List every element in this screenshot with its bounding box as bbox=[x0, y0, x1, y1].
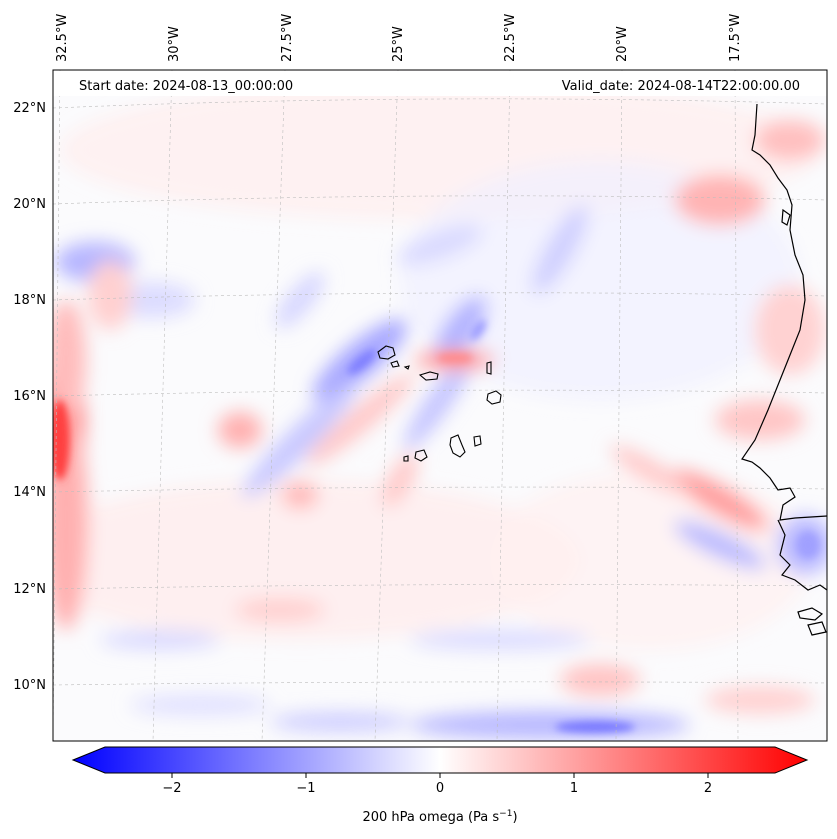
colorbar-tick-label: −2 bbox=[162, 781, 181, 796]
lat-label: 16°N bbox=[13, 389, 46, 404]
colorbar-label: 200 hPa omega (Pa s−1) bbox=[362, 809, 517, 825]
island-sao-vicente bbox=[390, 360, 400, 368]
lon-label: 17.5°W bbox=[728, 14, 743, 62]
lat-label: 10°N bbox=[13, 678, 46, 693]
island-santiago bbox=[449, 434, 466, 458]
island-boa-vista bbox=[486, 390, 502, 405]
lat-label: 18°N bbox=[13, 293, 46, 308]
lon-label: 20°W bbox=[615, 26, 630, 62]
island-fogo bbox=[414, 449, 428, 462]
colorbar-body bbox=[71, 746, 809, 774]
lat-label: 22°N bbox=[13, 101, 46, 116]
colorbar-ticks: −2 −1 0 1 2 bbox=[162, 773, 712, 796]
gridlines bbox=[53, 70, 827, 741]
colorbar-tick-label: 1 bbox=[570, 781, 578, 796]
header-strip bbox=[53, 71, 827, 96]
island-maio bbox=[473, 435, 482, 447]
lon-label: 22.5°W bbox=[503, 14, 518, 62]
map-frame bbox=[52, 69, 828, 742]
longitude-labels: 32.5°W 30°W 27.5°W 25°W 22.5°W 20°W 17.5… bbox=[55, 14, 743, 62]
coastline bbox=[741, 103, 827, 636]
lon-label: 30°W bbox=[167, 26, 182, 62]
lat-label: 12°N bbox=[13, 582, 46, 597]
valid-date-label: Valid_date: 2024-08-14T22:00:00.00 bbox=[562, 79, 800, 94]
island-sao-nicolau bbox=[418, 371, 439, 381]
lon-label: 25°W bbox=[391, 26, 406, 62]
latitude-labels: 22°N 20°N 18°N 16°N 14°N 12°N 10°N bbox=[13, 101, 46, 693]
colorbar-tick-label: 2 bbox=[704, 781, 712, 796]
lat-label: 14°N bbox=[13, 485, 46, 500]
lat-label: 20°N bbox=[13, 197, 46, 212]
cape-verde-islands bbox=[377, 345, 502, 462]
omega-field bbox=[53, 80, 827, 739]
map-panel bbox=[53, 70, 827, 741]
colorbar: −2 −1 0 1 2 200 hPa omega (Pa s−1) bbox=[71, 746, 809, 825]
island-santo-antao bbox=[377, 345, 396, 360]
colorbar-tick-label: 0 bbox=[436, 781, 444, 796]
colorbar-tick-label: −1 bbox=[296, 781, 315, 796]
island-brava bbox=[403, 455, 409, 462]
island-santa-luzia bbox=[403, 365, 410, 370]
omega-field-detail bbox=[53, 319, 820, 733]
start-date-label: Start date: 2024-08-13_00:00:00 bbox=[79, 79, 293, 94]
africa-coastline bbox=[741, 103, 827, 521]
island-sal bbox=[486, 361, 492, 375]
lon-label: 32.5°W bbox=[55, 14, 70, 62]
lon-label: 27.5°W bbox=[280, 14, 295, 62]
